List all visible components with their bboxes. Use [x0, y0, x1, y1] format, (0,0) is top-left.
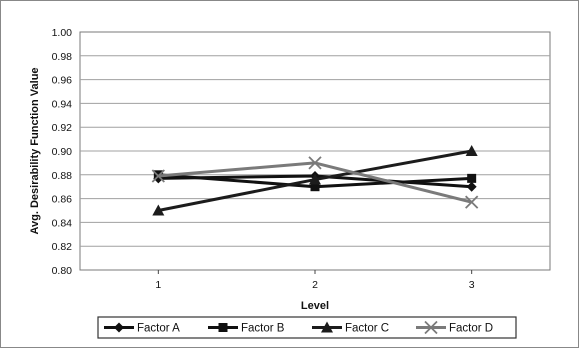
- data-point-factor-d: [465, 195, 479, 209]
- y-tick-label: 0.94: [52, 98, 73, 110]
- y-tick-label: 0.86: [52, 194, 73, 206]
- legend-label: Factor D: [449, 323, 493, 335]
- x-axis-title: Level: [301, 300, 329, 312]
- y-tick-label: 0.82: [52, 241, 73, 253]
- x-tick-label: 3: [469, 279, 475, 291]
- data-point-factor-b: [310, 182, 320, 192]
- series-factor-d: [151, 156, 479, 209]
- y-tick-label: 0.96: [52, 75, 73, 87]
- x-marker-stroke: [308, 156, 322, 170]
- series-group: [151, 145, 479, 216]
- series-factor-c: [152, 145, 478, 216]
- y-tick-label: 0.90: [52, 146, 73, 158]
- data-point-factor-d: [151, 169, 165, 183]
- y-tick-label: 0.98: [52, 51, 73, 63]
- data-point-factor-c: [152, 204, 165, 216]
- y-tick-label: 0.80: [52, 265, 73, 277]
- x-marker-stroke: [424, 320, 438, 335]
- data-point-factor-b: [467, 173, 477, 183]
- y-tick-labels: 0.80 0.82 0.84 0.86 0.88 0.90 0.92 0.94 0.96 0.98…: [52, 27, 73, 277]
- legend-item-factor-c: Factor C: [312, 321, 389, 335]
- x-tick-labels: 1 2 3: [155, 270, 475, 291]
- x-tick-label: 2: [312, 279, 318, 291]
- x-marker-stroke: [465, 195, 479, 209]
- y-axis-title: Avg. Desirability Function Value: [29, 67, 41, 234]
- legend-marker-factor-b: [218, 323, 228, 332]
- y-tick-label: 0.84: [52, 217, 73, 229]
- y-tick-label: 0.88: [52, 170, 73, 182]
- legend-item-factor-a: Factor A: [104, 322, 180, 335]
- data-point-factor-c: [465, 145, 478, 156]
- data-point-factor-a: [466, 181, 477, 192]
- data-point-factor-c: [309, 173, 321, 185]
- legend-item-factor-d: Factor D: [416, 320, 493, 335]
- data-point-factor-d: [308, 156, 322, 170]
- legend-marker-factor-c: [321, 321, 333, 333]
- x-tick-label: 1: [155, 279, 161, 291]
- x-marker-stroke: [151, 169, 165, 183]
- legend-label: Factor B: [241, 323, 285, 335]
- legend-label: Factor C: [345, 323, 389, 335]
- legend-label: Factor A: [137, 323, 180, 335]
- legend-box: [97, 316, 517, 339]
- y-tick-label: 0.92: [52, 122, 73, 134]
- legend-item-factor-b: Factor B: [208, 323, 285, 335]
- y-tick-label: 1.00: [52, 27, 73, 39]
- legend-marker-factor-d: [424, 320, 438, 335]
- legend-marker-factor-a: [114, 322, 124, 333]
- legend: Factor A Factor B Factor C Factor D: [97, 316, 517, 339]
